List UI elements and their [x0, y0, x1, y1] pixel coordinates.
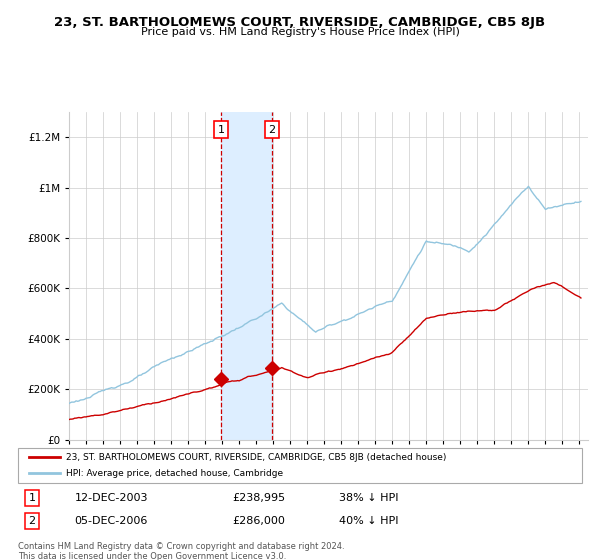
Text: 23, ST. BARTHOLOMEWS COURT, RIVERSIDE, CAMBRIDGE, CB5 8JB: 23, ST. BARTHOLOMEWS COURT, RIVERSIDE, C… — [55, 16, 545, 29]
Text: HPI: Average price, detached house, Cambridge: HPI: Average price, detached house, Camb… — [66, 469, 283, 478]
Text: 23, ST. BARTHOLOMEWS COURT, RIVERSIDE, CAMBRIDGE, CB5 8JB (detached house): 23, ST. BARTHOLOMEWS COURT, RIVERSIDE, C… — [66, 453, 446, 462]
Text: £286,000: £286,000 — [232, 516, 285, 526]
Text: 2: 2 — [268, 125, 275, 134]
Text: 1: 1 — [29, 493, 35, 503]
Text: 12-DEC-2003: 12-DEC-2003 — [74, 493, 148, 503]
Text: £238,995: £238,995 — [232, 493, 286, 503]
Text: 38% ↓ HPI: 38% ↓ HPI — [340, 493, 399, 503]
FancyBboxPatch shape — [18, 448, 582, 483]
Bar — [221, 112, 272, 440]
Text: 1: 1 — [218, 125, 225, 134]
Text: Price paid vs. HM Land Registry's House Price Index (HPI): Price paid vs. HM Land Registry's House … — [140, 27, 460, 37]
Text: 40% ↓ HPI: 40% ↓ HPI — [340, 516, 399, 526]
Text: 2: 2 — [29, 516, 35, 526]
Text: Contains HM Land Registry data © Crown copyright and database right 2024.
This d: Contains HM Land Registry data © Crown c… — [18, 542, 344, 560]
Text: 05-DEC-2006: 05-DEC-2006 — [74, 516, 148, 526]
